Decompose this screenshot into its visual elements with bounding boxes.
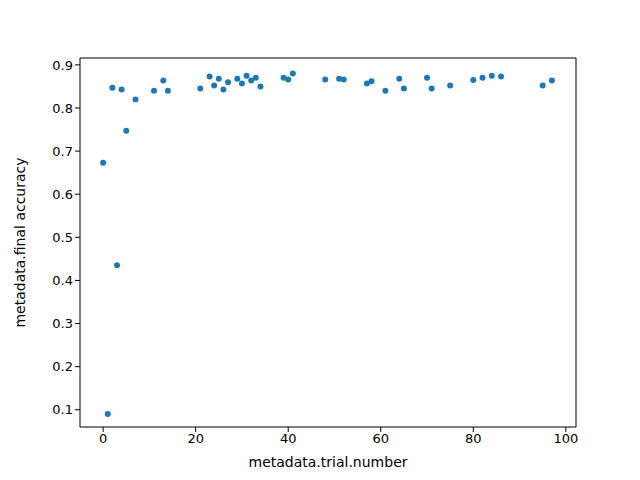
- svg-text:0.5: 0.5: [52, 230, 73, 245]
- svg-text:metadata.final accuracy: metadata.final accuracy: [12, 157, 28, 327]
- svg-text:0.2: 0.2: [52, 359, 73, 374]
- svg-text:0.3: 0.3: [52, 316, 73, 331]
- svg-text:0.6: 0.6: [52, 187, 73, 202]
- svg-text:100: 100: [553, 431, 578, 446]
- svg-text:0.7: 0.7: [52, 144, 73, 159]
- svg-text:0.9: 0.9: [52, 58, 73, 73]
- svg-text:0.1: 0.1: [52, 402, 73, 417]
- svg-text:40: 40: [280, 431, 297, 446]
- svg-text:20: 20: [187, 431, 204, 446]
- svg-text:metadata.trial.number: metadata.trial.number: [249, 454, 408, 470]
- svg-text:0.4: 0.4: [52, 273, 73, 288]
- svg-text:60: 60: [372, 431, 389, 446]
- svg-text:0.8: 0.8: [52, 101, 73, 116]
- svg-text:80: 80: [465, 431, 482, 446]
- svg-text:0: 0: [99, 431, 107, 446]
